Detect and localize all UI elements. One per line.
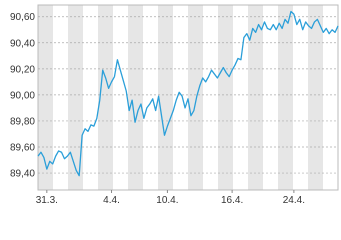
y-tick-label: 90,60 (10, 12, 35, 23)
band (308, 5, 323, 190)
band (158, 5, 173, 190)
plot-frame (37, 4, 339, 191)
y-tick-label: 89,60 (10, 143, 35, 154)
band (128, 5, 143, 190)
y-tick-label: 90,20 (10, 64, 35, 75)
x-tick-label: 4.4. (103, 195, 120, 206)
x-tick-label: 16.4. (221, 195, 243, 206)
y-tick-label: 90,40 (10, 38, 35, 49)
y-tick-label: 89,80 (10, 116, 35, 127)
x-tick-label: 31.3. (36, 195, 58, 206)
band (278, 5, 293, 190)
background-bands (38, 5, 323, 190)
chart: 89,40 89,60 89,80 90,00 90,20 90,40 90,60 31.3.… (10, 4, 339, 206)
y-tick-label: 89,40 (10, 169, 35, 180)
band (68, 5, 83, 190)
band (248, 5, 263, 190)
band (98, 5, 113, 190)
band (188, 5, 203, 190)
band (38, 5, 53, 190)
band (218, 5, 233, 190)
x-tick-label: 10.4. (156, 195, 178, 206)
price-line (37, 10, 339, 177)
x-tick-label: 24.4. (283, 195, 305, 206)
y-tick-label: 90,00 (10, 90, 35, 101)
